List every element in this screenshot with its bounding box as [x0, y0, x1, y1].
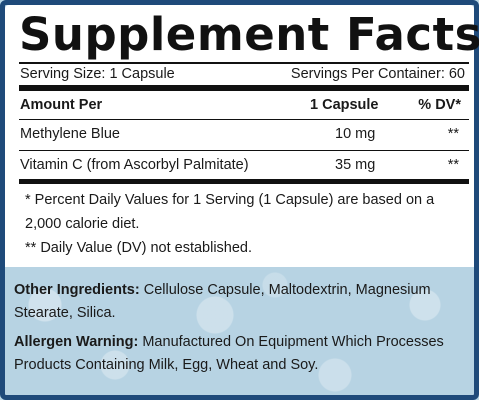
footnote-line: 2,000 calorie diet.: [25, 216, 140, 232]
other-ingredients: Other Ingredients: Cellulose Capsule, Ma…: [14, 279, 469, 325]
ingredient-dv: **: [447, 126, 459, 142]
allergen-warning-text: Manufactured On Equipment Which Processe…: [138, 334, 444, 350]
allergen-warning: Allergen Warning: Manufactured On Equipm…: [14, 331, 469, 377]
amount-per-header: Amount Per: [20, 97, 103, 113]
servings-per-container: Servings Per Container: 60: [290, 66, 465, 82]
other-ingredients-line: Stearate, Silica.: [14, 305, 116, 321]
ingredient-amount: 35 mg: [335, 157, 376, 173]
other-ingredients-text: Cellulose Capsule, Maltodextrin, Magnesi…: [139, 282, 431, 298]
ingredient-dv: **: [447, 157, 459, 173]
thick-rule-top: [19, 85, 469, 91]
other-ingredients-line: Other Ingredients: Cellulose Capsule, Ma…: [14, 279, 469, 302]
title-rule: [19, 62, 469, 64]
dv-header: % DV*: [418, 97, 461, 113]
capsule-header: 1 Capsule: [310, 97, 379, 113]
serving-size: Serving Size: 1 Capsule: [20, 66, 175, 82]
row-rule: [19, 150, 469, 151]
supplement-facts-title: Supplement Facts: [19, 8, 479, 61]
footnote-dv-basis: * Percent Daily Values for 1 Serving (1 …: [25, 188, 465, 260]
allergen-warning-line: Allergen Warning: Manufactured On Equipm…: [14, 331, 469, 354]
allergen-warning-label: Allergen Warning:: [14, 334, 139, 350]
footnote-not-established: ** Daily Value (DV) not established.: [25, 240, 253, 256]
other-ingredients-label: Other Ingredients:: [14, 282, 140, 298]
allergen-warning-line: Products Containing Milk, Egg, Wheat and…: [14, 357, 319, 373]
ingredient-name: Methylene Blue: [20, 126, 120, 142]
supplement-facts-panel: Supplement Facts Serving Size: 1 Capsule…: [5, 5, 479, 267]
ingredient-amount: 10 mg: [335, 126, 376, 142]
header-rule: [19, 119, 469, 120]
ingredient-name: Vitamin C (from Ascorbyl Palmitate): [20, 157, 249, 173]
thick-rule-bottom: [19, 179, 469, 184]
footnote-line: * Percent Daily Values for 1 Serving (1 …: [25, 192, 435, 208]
